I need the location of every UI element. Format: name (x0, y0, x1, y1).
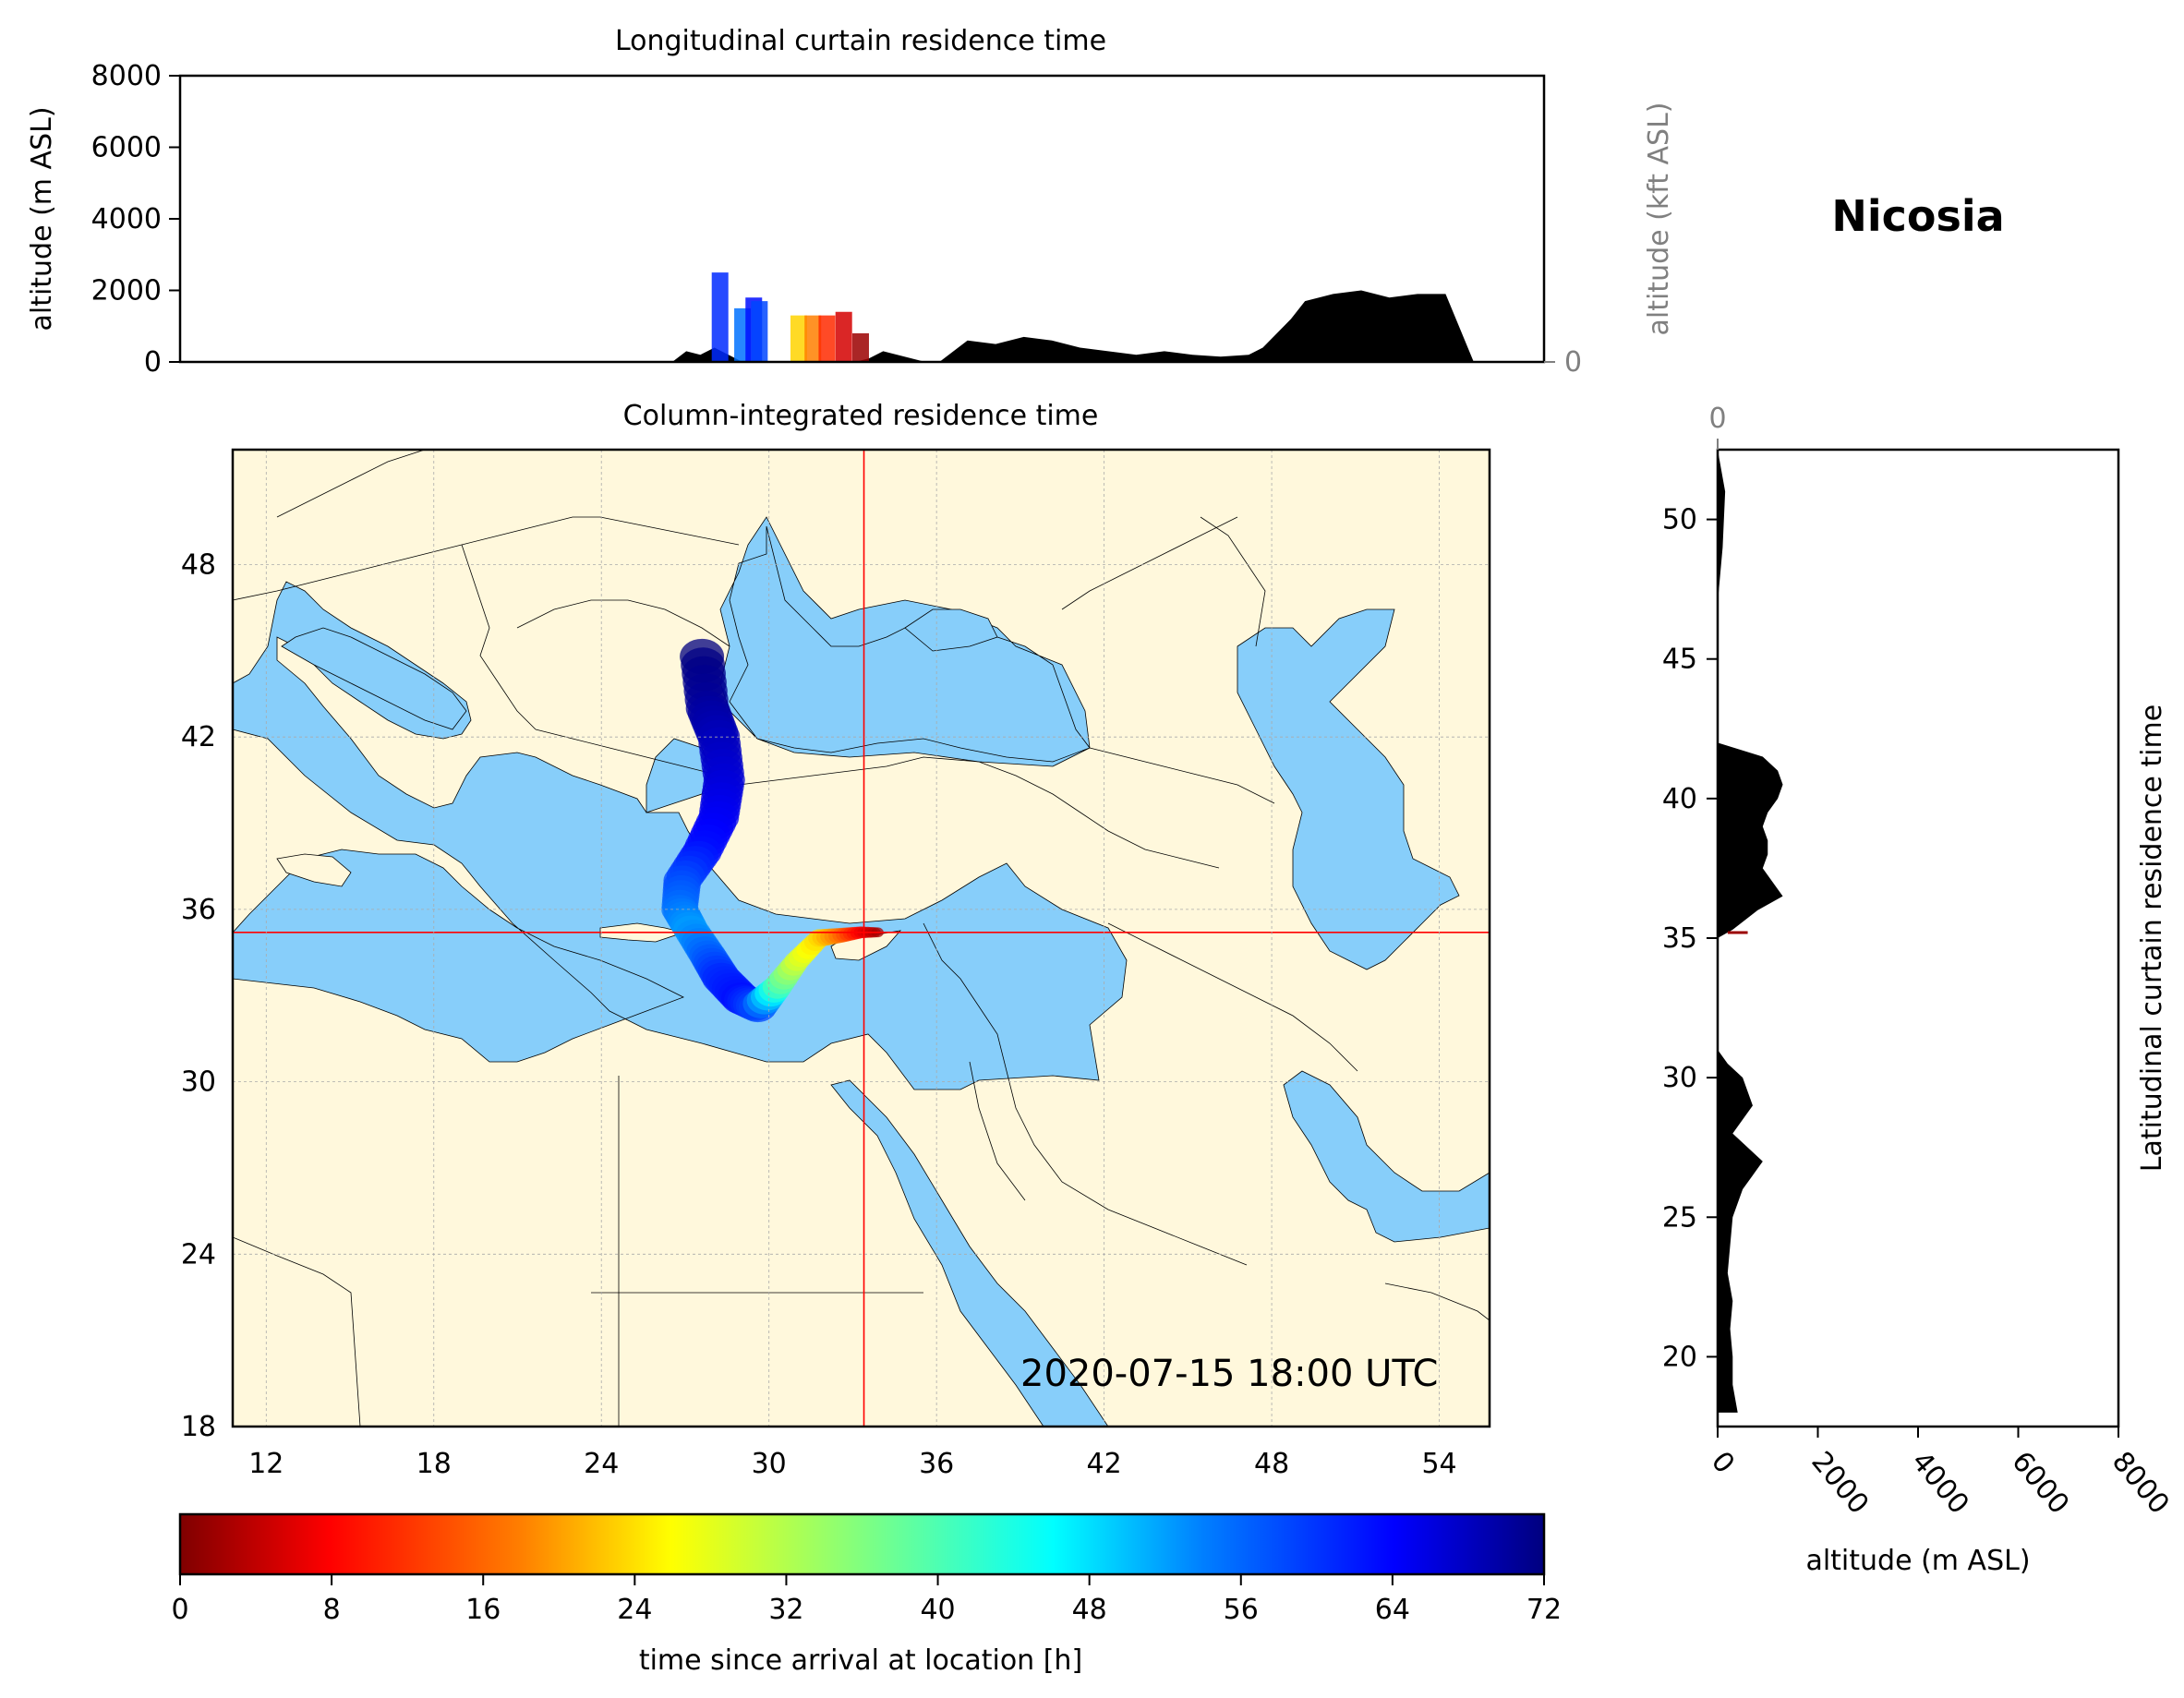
colorbar-tick-label: 64 (1375, 1594, 1410, 1626)
colorbar-tick-label: 8 (323, 1594, 341, 1626)
right-ytick-label: 50 (1662, 504, 1697, 536)
top-ytick-label: 0 (144, 346, 162, 379)
map-title: Column-integrated residence time (623, 400, 1099, 432)
map-ytick-label: 48 (181, 548, 216, 581)
top-residence-column (751, 301, 768, 362)
colorbar: 0 8 16 24 32 40 48 56 64 72 time since arrival at… (171, 1512, 1562, 1677)
right-kft-ticks: 050100 (1708, 403, 1727, 450)
map-xtick-label: 54 (1421, 1448, 1456, 1480)
map-ytick-label: 30 (181, 1066, 216, 1099)
right-x-ticks: 0 2000 4000 6000 8000 (1705, 1427, 2176, 1521)
map-y-ticks: 18 24 30 36 42 48 (181, 548, 216, 1443)
map-xtick-label: 12 (248, 1448, 284, 1480)
residence-time-plume (661, 638, 884, 1023)
map-ytick-label: 36 (181, 894, 216, 926)
top-residence-column (818, 315, 836, 362)
colorbar-tick-label: 32 (768, 1594, 803, 1626)
right-y-ticks: 20 25 30 35 40 45 50 (1662, 504, 1718, 1373)
right-title: Latitudinal curtain residence time (2136, 704, 2168, 1172)
colorbar-frame (178, 1512, 1546, 1576)
top-residence-column (835, 311, 852, 362)
right-ytick-label: 25 (1662, 1201, 1697, 1234)
map-ytick-label: 24 (181, 1238, 216, 1270)
right-xtick-label: 6000 (2005, 1446, 2075, 1521)
top-kft-ticks: 050100 (1544, 346, 1582, 379)
right-gridlines (1717, 450, 1719, 1427)
colorbar-tick-label: 72 (1526, 1594, 1562, 1626)
top-y-ticks: 0 2000 4000 6000 8000 (91, 60, 180, 379)
persian-gulf (1283, 1070, 1490, 1243)
map-gridlines (233, 450, 1490, 1427)
right-terrain-profile (1718, 450, 1783, 1413)
map-xtick-label: 48 (1254, 1448, 1289, 1480)
right-xtick-label: 4000 (1905, 1446, 1975, 1521)
colorbar-tick-label: 40 (920, 1594, 955, 1626)
country-borders (233, 450, 1490, 1427)
red-sea (830, 1079, 1109, 1427)
right-ytick-label: 35 (1662, 922, 1697, 955)
right-xtick-label: 8000 (2106, 1446, 2176, 1521)
colorbar-tick-label: 48 (1072, 1594, 1107, 1626)
top-ytick-label: 8000 (91, 60, 162, 92)
colorbar-tick-label: 16 (465, 1594, 501, 1626)
top-ytick-label: 2000 (91, 275, 162, 307)
top-kft-label: altitude (kft ASL) (1643, 102, 1675, 335)
sea-of-azov (904, 608, 998, 652)
longitudinal-curtain-panel: Longitudinal curtain residence time 0 200… (26, 25, 1675, 379)
colorbar-label: time since arrival at location [h] (639, 1644, 1082, 1677)
colorbar-tick-label: 24 (617, 1594, 652, 1626)
map-xtick-label: 36 (919, 1448, 954, 1480)
map-ytick-label: 42 (181, 721, 216, 753)
colorbar-ticks: 0 8 16 24 32 40 48 56 64 72 (171, 1574, 1562, 1626)
top-residence-column (711, 272, 729, 362)
right-ytick-label: 45 (1662, 644, 1697, 676)
map-xtick-label: 18 (416, 1448, 452, 1480)
map-xtick-label: 24 (584, 1448, 619, 1480)
top-ytick-label: 4000 (91, 203, 162, 235)
map-xtick-label: 30 (752, 1448, 787, 1480)
adriatic-sea (281, 627, 467, 730)
right-xlabel: altitude (m ASL) (1805, 1545, 2030, 1577)
location-title: Nicosia (1831, 191, 2004, 241)
top-title: Longitudinal curtain residence time (615, 25, 1106, 57)
right-ytick-label: 20 (1662, 1341, 1697, 1373)
top-ytick-label: 6000 (91, 132, 162, 164)
top-residence-column (851, 333, 869, 362)
top-terrain-profile (671, 290, 1474, 362)
map-xtick-label: 42 (1087, 1448, 1122, 1480)
right-ytick-label: 30 (1662, 1062, 1697, 1094)
top-residence-column (790, 315, 807, 362)
colorbar-tick-label: 0 (171, 1594, 188, 1626)
top-residence-column (804, 315, 822, 362)
right-xtick-label: 0 (1705, 1446, 1741, 1480)
map-axes-frame (231, 448, 1491, 1428)
colorbar-gradient (180, 1514, 1544, 1574)
map-ytick-label: 18 (181, 1411, 216, 1443)
top-kft-tick-label: 0 (1564, 346, 1582, 379)
column-integrated-map-panel: Column-integrated residence time (181, 400, 1491, 1480)
right-xtick-label: 2000 (1804, 1446, 1875, 1521)
caspian-sea (1237, 608, 1460, 970)
right-axes-frame (1716, 448, 2120, 1428)
timestamp-label: 2020-07-15 18:00 UTC (1020, 1353, 1439, 1395)
right-ytick-label: 40 (1662, 783, 1697, 815)
colorbar-tick-label: 56 (1224, 1594, 1259, 1626)
sicily (276, 853, 352, 887)
map-x-ticks: 12 18 24 30 36 42 48 54 (248, 1448, 1456, 1480)
top-residence-columns (711, 272, 869, 362)
right-kft-tick-label: 0 (1708, 403, 1726, 435)
top-ylabel: altitude (m ASL) (26, 106, 58, 331)
